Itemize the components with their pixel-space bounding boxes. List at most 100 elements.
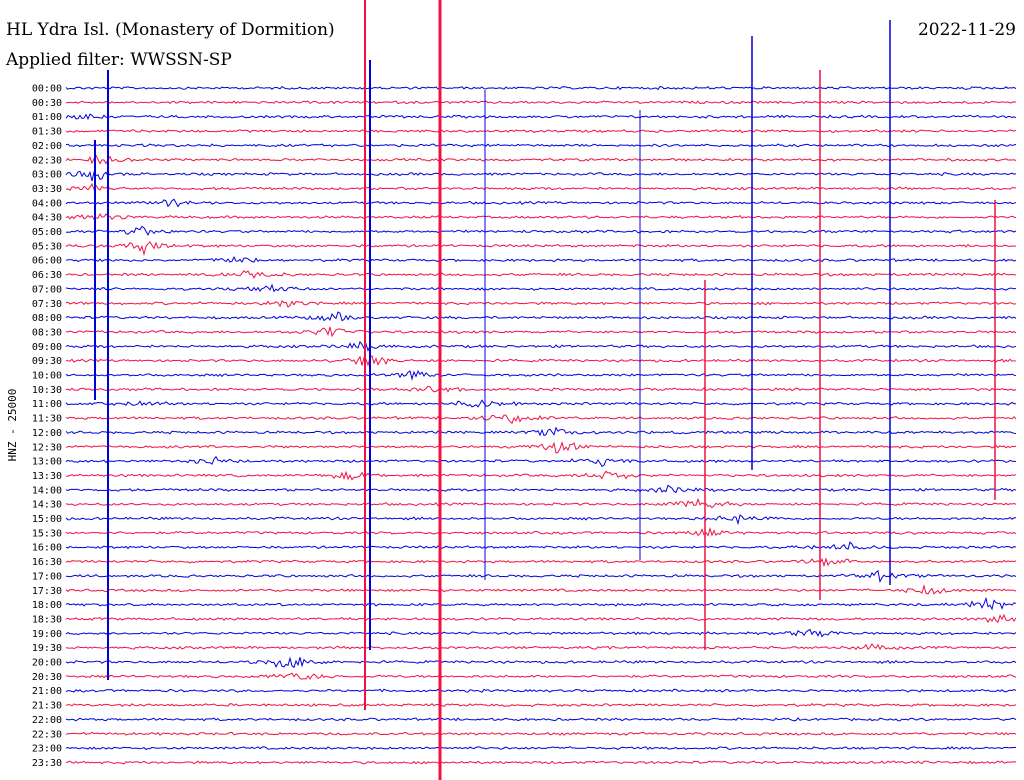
row-label: 17:00 [32, 571, 62, 582]
row-label: 02:30 [32, 155, 62, 166]
trace-line [65, 225, 1017, 237]
trace-line [65, 113, 1017, 121]
row-label: 10:00 [32, 371, 62, 382]
row-label: 23:30 [32, 758, 62, 769]
row-label: 05:30 [32, 241, 62, 252]
trace-line [65, 198, 1017, 208]
row-label: 06:00 [32, 256, 62, 267]
row-label: 20:30 [32, 672, 62, 683]
date-label: 2022-11-29 [917, 20, 1016, 40]
trace-line [65, 514, 1017, 526]
row-label: 23:00 [32, 744, 62, 755]
row-label: 22:30 [32, 729, 62, 740]
row-label: 22:00 [32, 715, 62, 726]
trace-line [65, 326, 1017, 338]
row-label: 16:30 [32, 557, 62, 568]
trace-line [65, 311, 1017, 322]
trace-line [65, 613, 1017, 624]
trace-line [65, 717, 1017, 722]
trace-line [65, 688, 1017, 693]
row-label: 02:00 [32, 141, 62, 152]
trace-line [65, 656, 1017, 669]
trace-line [65, 760, 1017, 765]
trace-line [65, 129, 1017, 134]
row-label: 06:30 [32, 270, 62, 281]
row-label: 14:00 [32, 485, 62, 496]
row-label: 20:00 [32, 658, 62, 669]
station-title: HL Ydra Isl. (Monastery of Dormition) [6, 20, 335, 40]
trace-line [65, 269, 1017, 279]
row-label: 15:30 [32, 528, 62, 539]
row-label: 21:00 [32, 686, 62, 697]
y-axis-label: HNZ - 25000 [6, 389, 19, 462]
row-label: 21:30 [32, 701, 62, 712]
trace-line [65, 731, 1017, 736]
row-label: 11:00 [32, 399, 62, 410]
trace-line [65, 628, 1017, 638]
trace-line [65, 300, 1017, 308]
trace-line [65, 703, 1017, 708]
trace-line [65, 212, 1017, 221]
trace-line [65, 182, 1017, 192]
row-label: 13:30 [32, 471, 62, 482]
trace-line [65, 470, 1017, 481]
trace-line [65, 746, 1017, 751]
trace-line [65, 241, 1017, 257]
row-label: 00:30 [32, 98, 62, 109]
row-label: 17:30 [32, 586, 62, 597]
trace-line [65, 557, 1017, 568]
trace-line [65, 255, 1017, 263]
row-label: 12:00 [32, 428, 62, 439]
trace-line [65, 414, 1017, 425]
spike-lines [94, 0, 996, 780]
row-label: 09:00 [32, 342, 62, 353]
row-label: 11:30 [32, 414, 62, 425]
row-label: 18:30 [32, 614, 62, 625]
row-label: 07:00 [32, 284, 62, 295]
row-label: 13:00 [32, 457, 62, 468]
row-label: 03:30 [32, 184, 62, 195]
row-label: 03:00 [32, 170, 62, 181]
row-label: 01:30 [32, 127, 62, 138]
seismogram-traces [65, 85, 1017, 765]
row-label: 07:30 [32, 299, 62, 310]
row-label: 00:00 [32, 84, 62, 95]
trace-line [65, 100, 1017, 105]
row-label: 08:30 [32, 327, 62, 338]
row-label: 14:30 [32, 500, 62, 511]
row-label: 19:30 [32, 643, 62, 654]
trace-line [65, 497, 1017, 509]
trace-line [65, 584, 1017, 595]
trace-line [65, 526, 1017, 537]
row-label: 10:30 [32, 385, 62, 396]
trace-line [65, 354, 1017, 367]
row-label: 01:00 [32, 112, 62, 123]
trace-line [65, 426, 1017, 437]
row-label: 15:00 [32, 514, 62, 525]
row-label: 08:00 [32, 313, 62, 324]
filter-label: Applied filter: WWSSN-SP [6, 50, 232, 70]
trace-line [65, 283, 1017, 293]
trace-line [65, 642, 1017, 651]
row-label: 04:00 [32, 198, 62, 209]
trace-line [65, 672, 1017, 680]
trace-line [65, 340, 1017, 352]
trace-line [65, 399, 1017, 408]
trace-line [65, 455, 1017, 467]
trace-line [65, 154, 1017, 165]
row-labels: 00:00 00:30 01:00 01:30 02:00 02:30 03:00 03:30… [32, 84, 62, 769]
trace-line [65, 570, 1017, 584]
row-label: 12:30 [32, 442, 62, 453]
trace-line [65, 441, 1017, 454]
trace-line [65, 484, 1017, 494]
trace-line [65, 385, 1017, 393]
trace-line [65, 596, 1017, 611]
trace-line [65, 541, 1017, 551]
row-label: 04:30 [32, 213, 62, 224]
trace-line [65, 85, 1017, 91]
row-label: 05:00 [32, 227, 62, 238]
row-label: 16:00 [32, 543, 62, 554]
trace-line [65, 369, 1017, 381]
trace-line [65, 143, 1017, 148]
